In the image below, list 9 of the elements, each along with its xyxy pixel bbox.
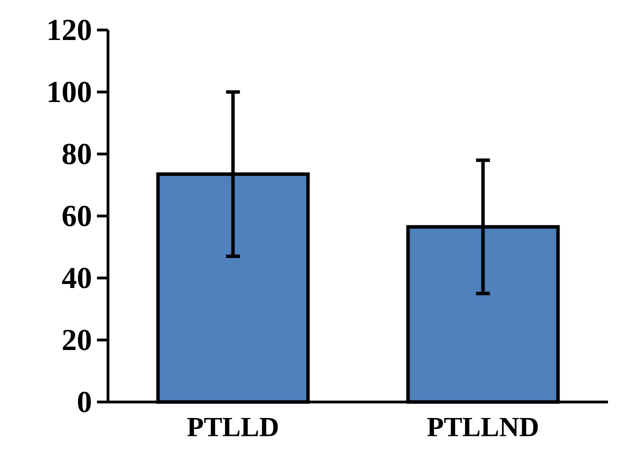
y-tick-label: 100	[48, 82, 91, 102]
y-tick-label: 80	[62, 144, 91, 164]
y-tick-label: 40	[62, 268, 91, 288]
x-tick-label: PTLLND	[427, 418, 538, 436]
y-tick-label: 60	[62, 206, 91, 226]
x-tick-label: PTLLD	[187, 418, 278, 436]
y-tick-label: 0	[78, 392, 91, 412]
y-tick-label: 120	[48, 20, 91, 40]
y-tick-label: 20	[62, 330, 91, 350]
